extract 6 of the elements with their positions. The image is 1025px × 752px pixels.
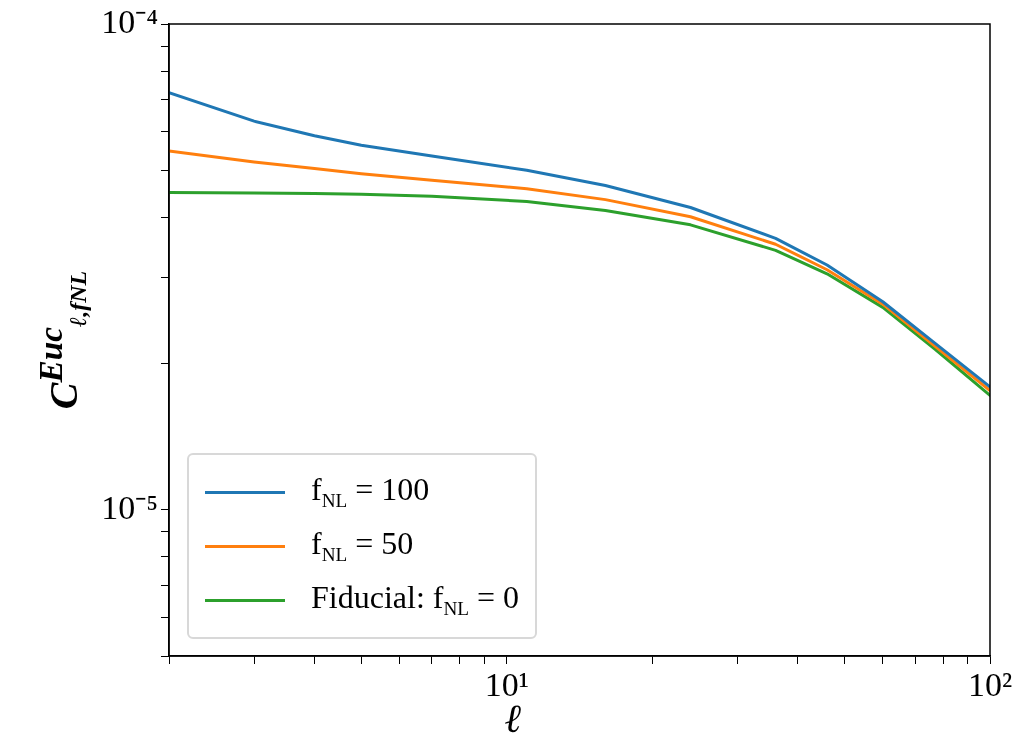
y-tick-label: 10⁻⁵ (101, 488, 158, 526)
x-tick-label: 10² (967, 666, 1013, 704)
legend-label: Fiducial: f$_{NL}$ = 0 (311, 579, 520, 621)
y-tick-label: 10⁻⁴ (101, 2, 158, 40)
legend-label: f$_{NL}$ = 50 (311, 525, 414, 567)
legend-label: f$_{NL}$ = 100 (311, 471, 430, 513)
